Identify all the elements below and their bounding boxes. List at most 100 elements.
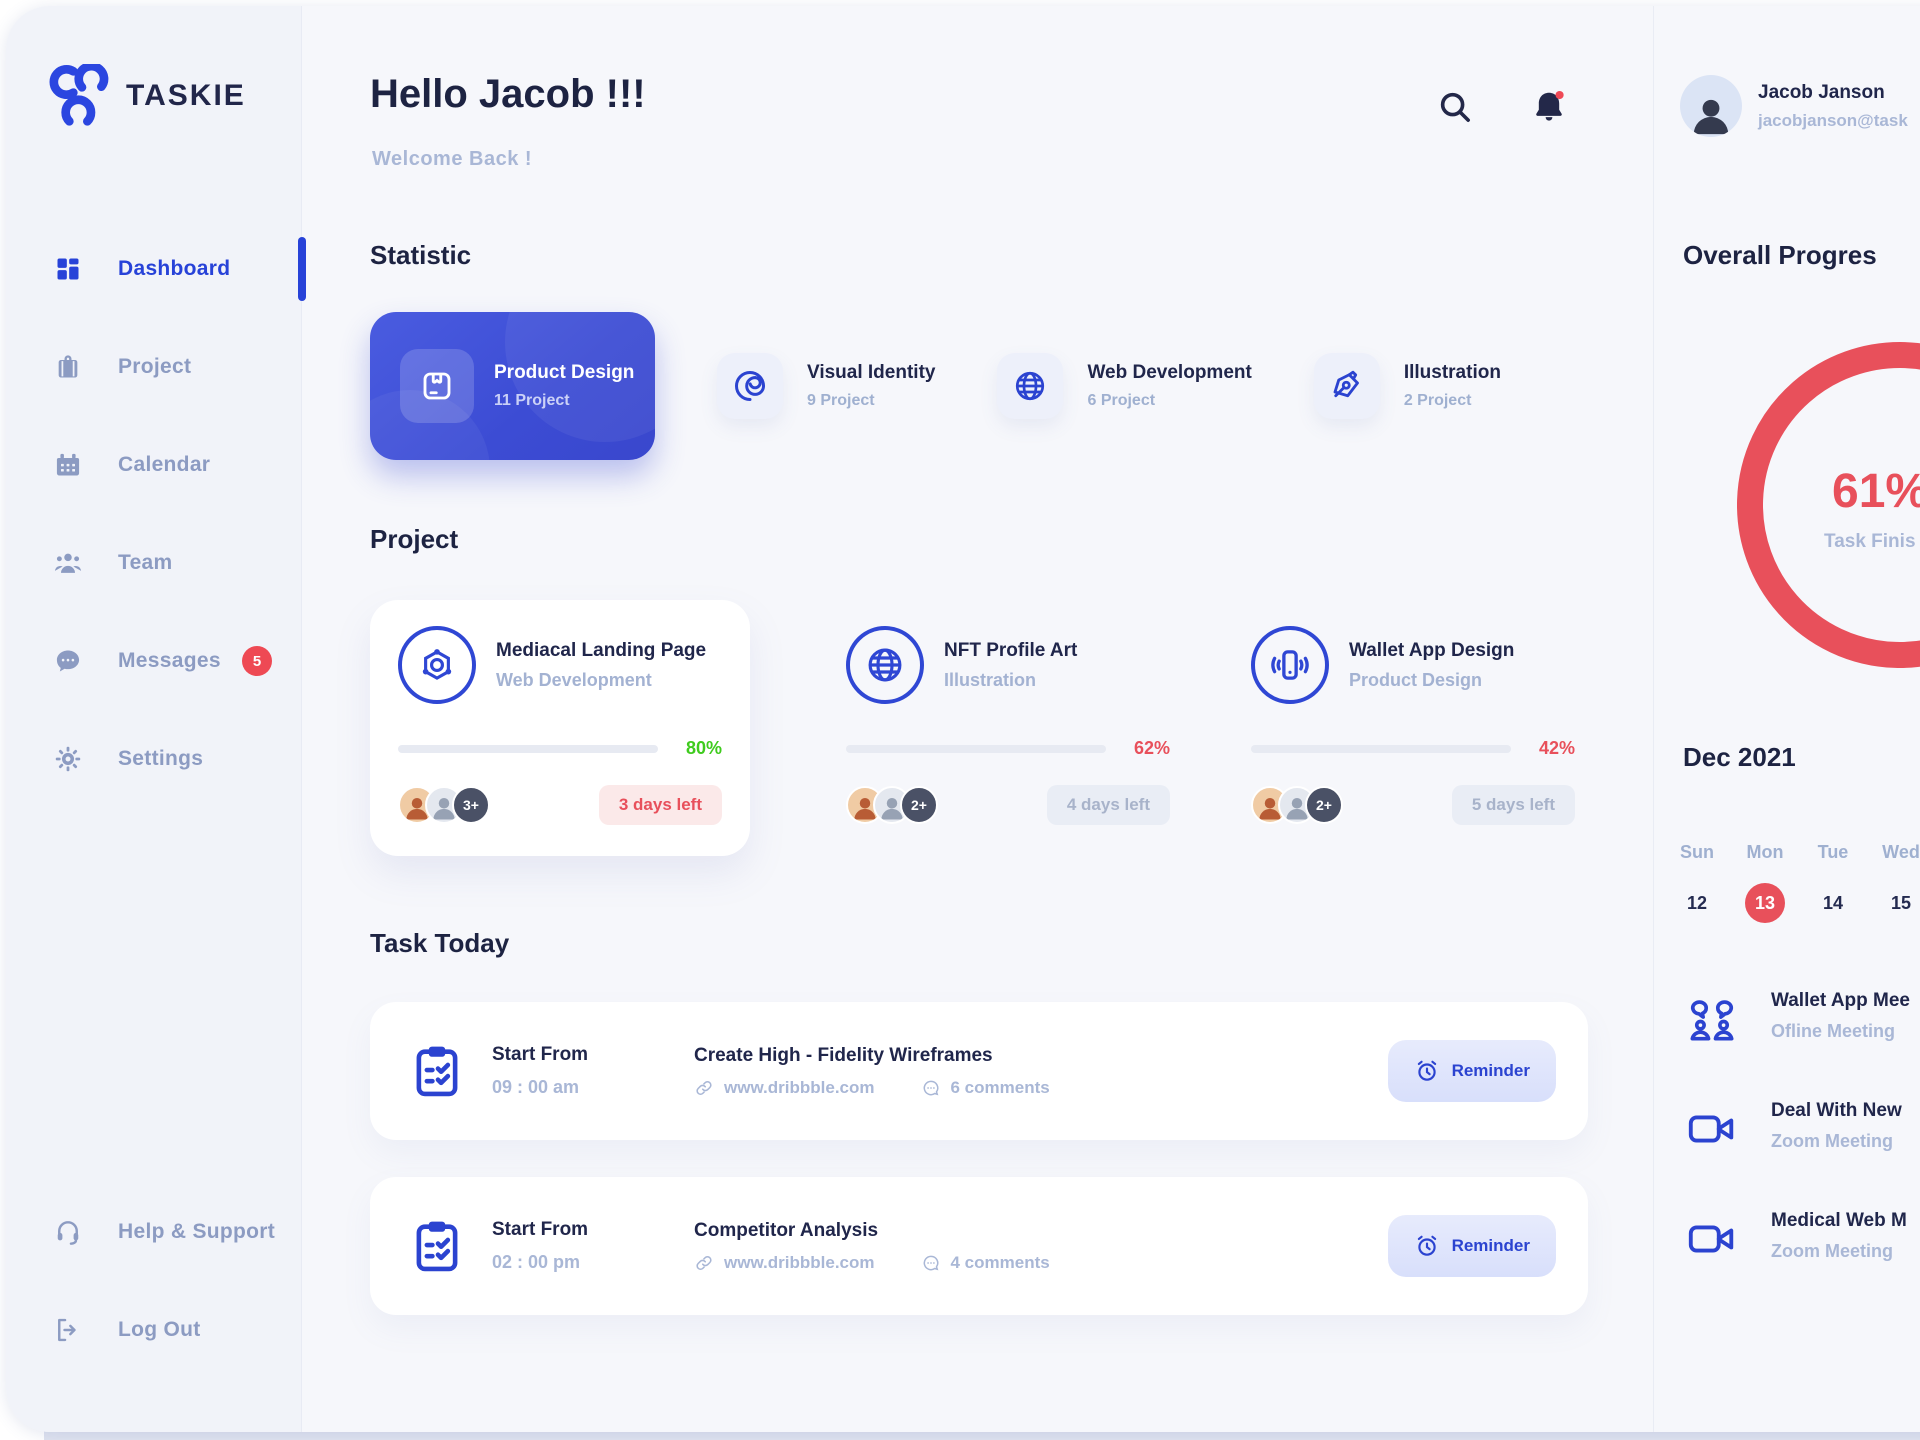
task-name: Competitor Analysis (694, 1219, 879, 1241)
calendar-date[interactable]: 13 (1740, 883, 1790, 923)
project-progress: 80% (398, 738, 722, 759)
task-start-label: Start From (492, 1219, 589, 1240)
calendar-day-label: Wed (1882, 842, 1920, 862)
project-card[interactable]: NFT Profile Art Illustration 62% 2+ 4 da… (818, 600, 1198, 856)
clipboard-icon (408, 1217, 466, 1275)
reminder-button[interactable]: Reminder (1387, 1215, 1556, 1277)
calendar-day-label: Mon (1746, 842, 1784, 862)
calendar-column: Mon 13 (1740, 842, 1790, 923)
meeting-icon (1683, 1102, 1741, 1156)
sidebar-background (6, 6, 302, 1432)
meeting-type: Zoom Meeting (1771, 1241, 1893, 1261)
calendar-date[interactable]: 15 (1890, 892, 1912, 913)
sidebar-footer-nav: Help & Support Log Out (6, 1203, 302, 1399)
project-card-icon (846, 626, 924, 704)
task-time: 02 : 00 pm (492, 1252, 581, 1272)
sidebar-footer-item[interactable]: Log Out (6, 1301, 302, 1359)
task-time: 09 : 00 am (492, 1077, 580, 1097)
meeting-title: Medical Web M (1771, 1210, 1907, 1231)
assignee-avatars: 3+ (398, 786, 490, 824)
sidebar-footer-item[interactable]: Help & Support (6, 1203, 302, 1261)
calendar-column: Tue 14 (1808, 842, 1858, 923)
user-profile[interactable]: Jacob Janson jacobjanson@task (1680, 75, 1908, 137)
sidebar-item[interactable]: Project (6, 338, 302, 396)
avatar-overflow-count: 2+ (900, 786, 938, 824)
statistic-card-icon (997, 353, 1064, 419)
progress-track (846, 744, 1106, 753)
notification-bell-icon[interactable] (1530, 88, 1568, 126)
statistic-card-icon (1313, 353, 1380, 419)
task-row[interactable]: Start From 09 : 00 am Create High - Fide… (370, 1002, 1588, 1140)
project-name: Mediacal Landing Page (496, 639, 707, 661)
meeting-item[interactable]: Medical Web M Zoom Meeting (1683, 1210, 1910, 1266)
reminder-button[interactable]: Reminder (1387, 1040, 1556, 1102)
sidebar-item[interactable]: Calendar (6, 436, 302, 494)
project-category: Product Design (1349, 669, 1483, 690)
sidebar-item[interactable]: Team (6, 534, 302, 592)
statistic-card[interactable]: Web Development 6 Project (997, 353, 1252, 419)
alarm-icon (1417, 1060, 1436, 1081)
donut-arc (1737, 342, 1920, 668)
meeting-item[interactable]: Deal With New Zoom Meeting (1683, 1100, 1910, 1156)
assignee-avatars: 2+ (846, 786, 938, 824)
comment-icon (923, 1080, 938, 1095)
project-card[interactable]: Mediacal Landing Page Web Development 80… (370, 600, 750, 856)
project-section-title: Project (370, 524, 459, 554)
meeting-icon (1683, 992, 1741, 1046)
avatar-overflow-count: 3+ (452, 786, 490, 824)
task-start-label: Start From (492, 1044, 589, 1065)
sidebar-footer-icon (54, 1218, 82, 1246)
meeting-type: Zoom Meeting (1771, 1131, 1893, 1151)
task-row[interactable]: Start From 02 : 00 pm Competitor Analysi… (370, 1177, 1588, 1315)
sidebar-item-icon (54, 451, 82, 479)
task-link[interactable]: www.dribbble.com (694, 1078, 875, 1098)
task-link-url: www.dribbble.com (724, 1252, 875, 1272)
active-indicator (298, 237, 306, 301)
task-link-url: www.dribbble.com (724, 1077, 875, 1097)
statistic-card[interactable]: Illustration 2 Project (1313, 353, 1501, 419)
calendar-day-label: Sun (1680, 842, 1714, 862)
header-actions (1436, 88, 1568, 126)
task-comments-count: 6 comments (950, 1077, 1050, 1097)
sidebar-item[interactable]: Settings (6, 730, 302, 788)
sidebar-item-label: Messages (118, 649, 221, 672)
project-category: Illustration (944, 669, 1037, 690)
bottom-edge-strip (44, 1430, 1920, 1440)
task-comments[interactable]: 6 comments (921, 1078, 1050, 1098)
sidebar-item-label: Dashboard (118, 257, 231, 280)
sidebar-item[interactable]: Dashboard (6, 237, 306, 301)
statistic-card[interactable]: Product Design 11 Project (370, 312, 655, 460)
calendar-date[interactable]: 14 (1822, 892, 1844, 913)
statistic-row: Product Design 11 Project Visual Identit… (370, 312, 1563, 460)
assignee-avatars: 2+ (1251, 786, 1343, 824)
progress-percent-label: 62% (1133, 738, 1170, 758)
user-email: jacobjanson@task (1758, 110, 1908, 130)
calendar-column: Sun 12 (1672, 842, 1722, 923)
page-subtitle: Welcome Back ! (372, 148, 533, 170)
calendar-date[interactable]: 12 (1686, 892, 1708, 913)
progress-percent-label: 80% (685, 738, 722, 758)
statistic-card-label: Web Development (1087, 362, 1252, 383)
clipboard-icon (408, 1042, 466, 1100)
project-name: NFT Profile Art (944, 639, 1078, 661)
search-icon[interactable] (1436, 88, 1474, 126)
progress-track (1251, 744, 1511, 753)
project-card[interactable]: Wallet App Design Product Design 42% 2+ … (1223, 600, 1603, 856)
statistic-card-icon (400, 349, 474, 423)
task-link[interactable]: www.dribbble.com (694, 1253, 875, 1273)
statistic-title: Statistic (370, 240, 472, 270)
brand-logo-icon (49, 64, 109, 126)
user-avatar (1680, 75, 1742, 137)
calendar-month: Dec 2021 (1683, 742, 1796, 772)
task-comments[interactable]: 4 comments (921, 1253, 1050, 1273)
statistic-card-label: Illustration (1403, 362, 1501, 383)
overall-progress-donut (1700, 322, 1920, 692)
meeting-item[interactable]: Wallet App Mee Ofline Meeting (1683, 990, 1910, 1046)
sidebar-item[interactable]: Messages 5 (6, 632, 302, 690)
sidebar-item-icon (54, 647, 82, 675)
sidebar-nav: Dashboard Project Calendar Team Messages… (6, 237, 306, 828)
statistic-card[interactable]: Visual Identity 9 Project (717, 353, 935, 419)
project-category: Web Development (496, 669, 652, 690)
progress-track (398, 744, 658, 753)
avatar-overflow-count: 2+ (1305, 786, 1343, 824)
